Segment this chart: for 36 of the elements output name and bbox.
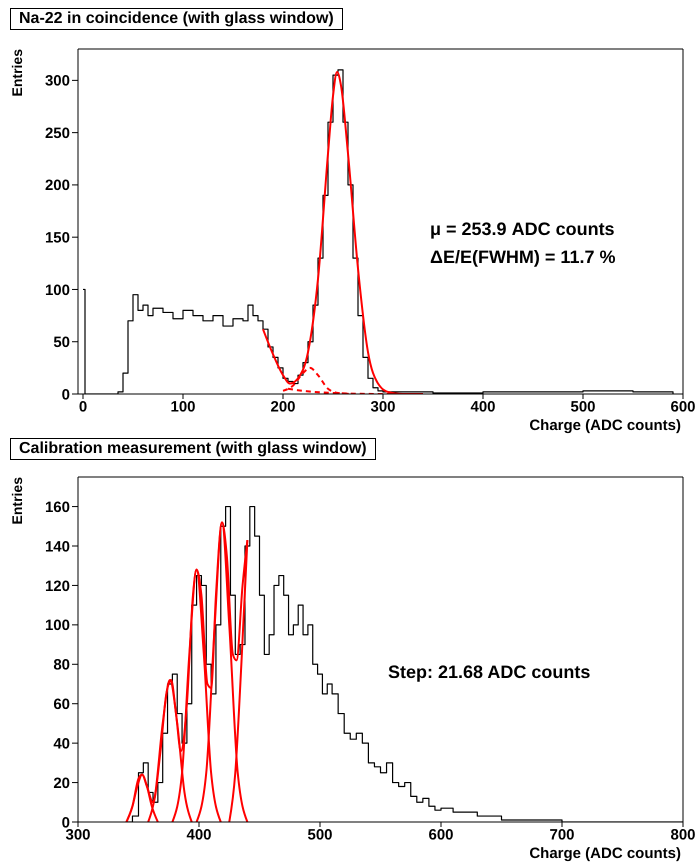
y-tick-label: 300 (44, 72, 70, 90)
x-tick-label: 600 (670, 398, 696, 416)
x-axis-title: Charge (ADC counts) (529, 845, 682, 862)
x-tick-label: 0 (78, 398, 88, 416)
chart-title: Na-22 in coincidence (with glass window) (10, 8, 343, 30)
y-tick-label: 150 (44, 230, 70, 247)
y-tick-label: 250 (44, 124, 70, 142)
annotation: Step: 21.68 ADC counts (388, 661, 590, 684)
y-axis-title: Entries (9, 48, 25, 96)
y-tick-label: 100 (44, 282, 70, 299)
x-tick-label: 800 (670, 826, 696, 844)
chart-title: Calibration measurement (with glass window) (10, 438, 376, 460)
y-tick-label: 160 (44, 498, 70, 516)
x-tick-label: 500 (570, 398, 596, 416)
x-tick-label: 300 (370, 398, 396, 416)
x-tick-label: 100 (170, 398, 196, 416)
annotation: ΔE/E(FWHM) = 11.7 % (430, 246, 616, 269)
y-axis-title: Entries (9, 476, 25, 524)
x-tick-label: 400 (186, 826, 212, 844)
x-axis-title: Charge (ADC counts) (529, 417, 682, 434)
y-tick-label: 60 (53, 696, 70, 714)
y-tick-label: 20 (53, 774, 70, 792)
y-tick-label: 120 (44, 578, 70, 595)
y-tick-label: 100 (44, 617, 70, 634)
x-tick-label: 500 (307, 826, 333, 844)
y-tick-label: 200 (44, 177, 70, 194)
y-tick-label: 40 (53, 735, 70, 752)
x-tick-label: 400 (470, 398, 496, 416)
y-tick-label: 0 (62, 386, 70, 404)
y-tick-label: 140 (44, 538, 70, 556)
x-tick-label: 600 (428, 826, 454, 844)
y-tick-label: 50 (53, 334, 70, 352)
annotation: μ = 253.9 ADC counts (430, 218, 616, 241)
x-tick-label: 700 (549, 826, 575, 844)
y-tick-label: 80 (53, 656, 70, 674)
x-tick-label: 200 (270, 398, 296, 416)
